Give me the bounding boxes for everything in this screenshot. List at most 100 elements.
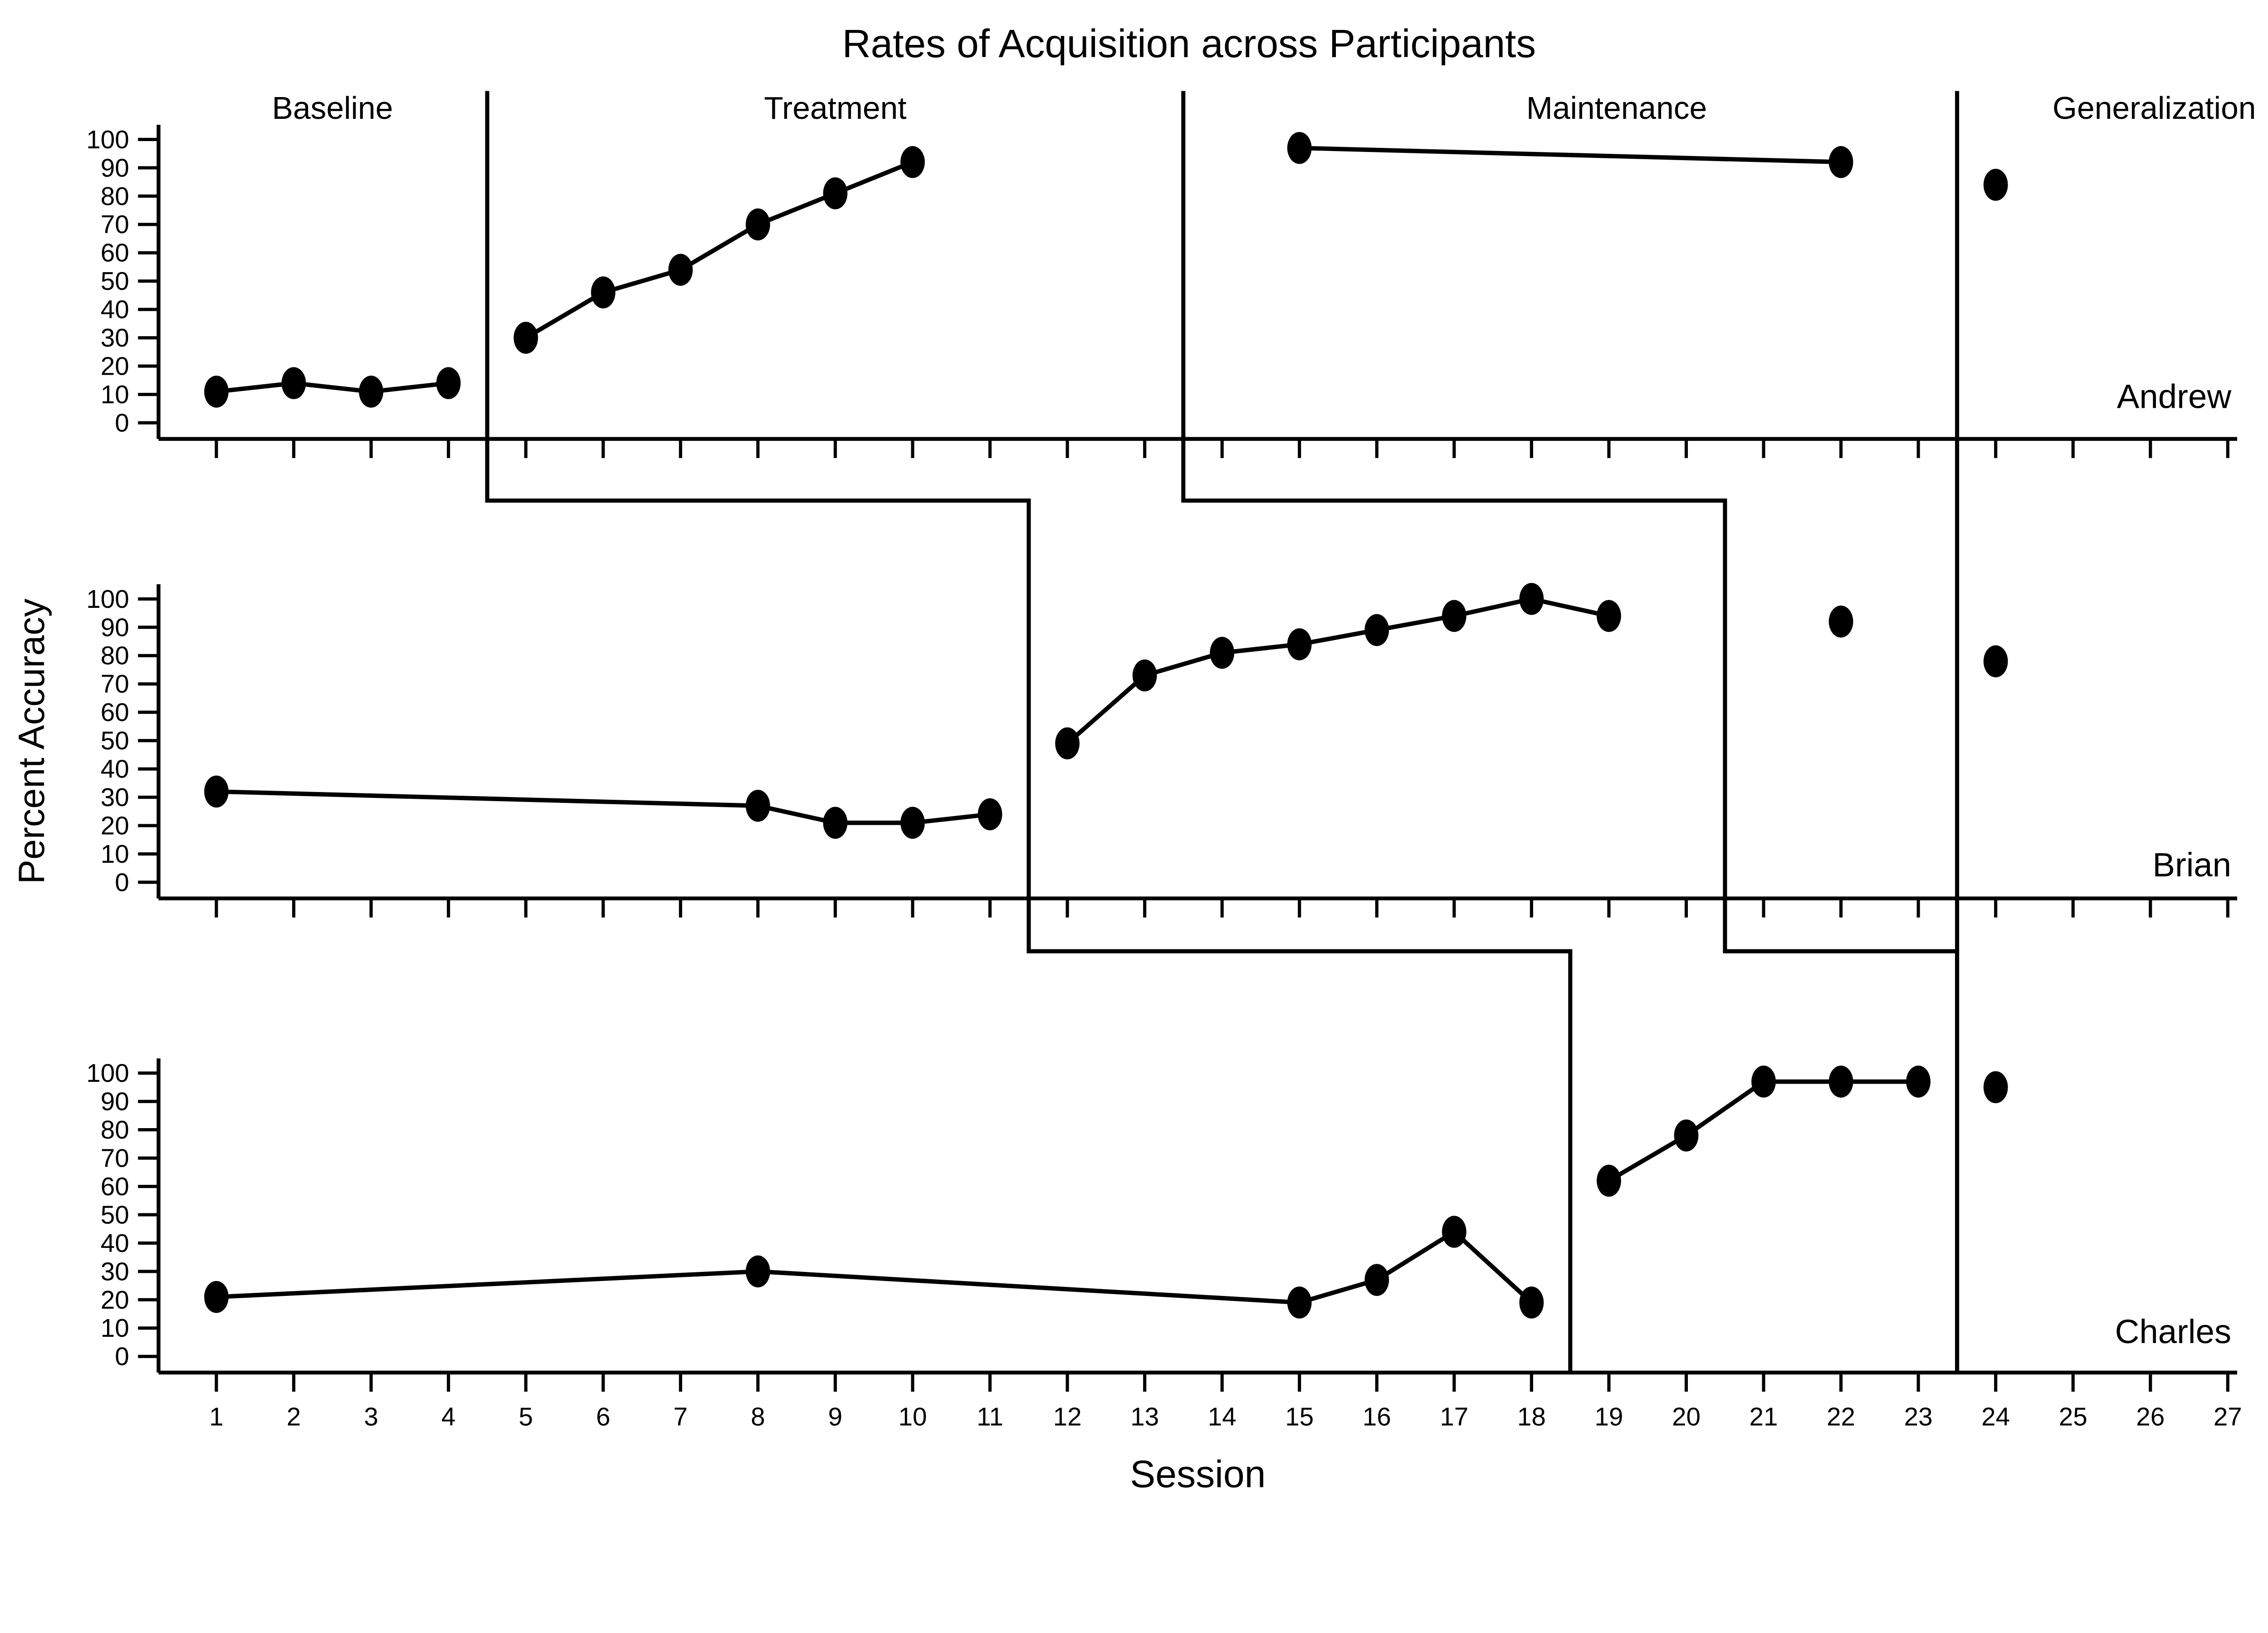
x-tick-label: 22	[1827, 1403, 1855, 1431]
data-point	[204, 376, 229, 408]
data-line-maintenance	[1299, 146, 1841, 165]
y-tick-label: 90	[101, 1088, 129, 1116]
data-point	[823, 177, 848, 210]
chart-canvas: Rates of Acquisition across Participants…	[11, 21, 2256, 1496]
data-point	[281, 367, 306, 399]
x-tick-label: 27	[2214, 1403, 2242, 1431]
y-tick-label: 100	[86, 585, 129, 614]
phase-change-line-baseline-to-treatment	[485, 91, 1573, 1373]
x-tick-label: 16	[1363, 1403, 1391, 1431]
y-tick-label: 40	[101, 1229, 129, 1258]
phase-label-1: Treatment	[764, 90, 906, 126]
y-tick-label: 10	[101, 381, 129, 409]
x-tick-label: 24	[1981, 1403, 2010, 1431]
data-point	[1828, 146, 1853, 178]
data-point	[1906, 1066, 1931, 1098]
x-tick-label: 14	[1208, 1403, 1237, 1431]
data-point	[1828, 605, 1853, 638]
y-tick-label: 30	[101, 783, 129, 812]
x-tick-label: 21	[1750, 1403, 1778, 1431]
phase-label-2: Maintenance	[1526, 90, 1707, 126]
x-tick-label: 1	[209, 1403, 224, 1431]
data-line-baseline	[216, 789, 991, 825]
y-axis-title: Percent Accuracy	[11, 598, 52, 884]
data-point	[1132, 659, 1157, 692]
data-point	[1519, 1286, 1544, 1319]
x-tick-label: 10	[898, 1403, 927, 1431]
x-tick-label: 4	[441, 1403, 456, 1431]
y-tick-label: 40	[101, 296, 129, 324]
data-point	[359, 376, 383, 408]
data-line-baseline	[216, 1229, 1533, 1305]
phase-label-3: Generalization	[2053, 90, 2256, 126]
data-line-baseline	[216, 381, 449, 394]
x-tick-label: 25	[2059, 1403, 2087, 1431]
data-point	[436, 367, 461, 399]
data-point	[1597, 1164, 1621, 1197]
y-tick-label: 40	[101, 755, 129, 784]
x-tick-label: 20	[1672, 1403, 1701, 1431]
data-point	[900, 146, 925, 178]
x-tick-label: 2	[287, 1403, 301, 1431]
data-point	[1442, 600, 1466, 632]
data-point	[1287, 132, 1312, 164]
data-line-treatment	[1066, 596, 1609, 745]
y-tick-label: 20	[101, 1286, 129, 1315]
data-point	[900, 807, 925, 839]
y-tick-label: 60	[101, 1173, 129, 1201]
y-tick-label: 30	[101, 324, 129, 352]
x-tick-label: 7	[674, 1403, 688, 1431]
data-point	[513, 322, 538, 354]
y-tick-label: 100	[86, 126, 129, 154]
data-point	[1828, 1066, 1853, 1098]
x-tick-label: 3	[364, 1403, 378, 1431]
y-tick-label: 60	[101, 239, 129, 268]
data-point	[668, 254, 693, 286]
x-tick-label: 18	[1517, 1403, 1546, 1431]
data-point	[1751, 1066, 1776, 1098]
x-tick-label: 12	[1053, 1403, 1082, 1431]
y-tick-label: 60	[101, 699, 129, 727]
data-point	[1287, 628, 1312, 660]
data-point	[1983, 169, 2008, 201]
data-point	[1287, 1286, 1312, 1319]
x-tick-label: 13	[1130, 1403, 1159, 1431]
participant-label-charles: Charles	[2115, 1313, 2231, 1350]
x-tick-label: 5	[518, 1403, 533, 1431]
data-point	[591, 276, 616, 308]
participant-label-andrew: Andrew	[2117, 378, 2232, 416]
x-tick-label: 19	[1594, 1403, 1623, 1431]
y-tick-label: 100	[86, 1059, 129, 1088]
y-tick-label: 80	[101, 1116, 129, 1144]
x-tick-label: 8	[751, 1403, 765, 1431]
y-tick-label: 10	[101, 840, 129, 869]
y-tick-label: 10	[101, 1314, 129, 1343]
y-tick-label: 0	[115, 409, 129, 437]
data-point	[1983, 1071, 2008, 1104]
y-tick-label: 80	[101, 642, 129, 670]
phase-label-0: Baseline	[272, 90, 393, 126]
data-point	[1442, 1216, 1466, 1248]
y-tick-label: 80	[101, 182, 129, 211]
data-point	[746, 1255, 770, 1288]
y-tick-label: 90	[101, 613, 129, 642]
y-tick-label: 50	[101, 727, 129, 755]
data-point	[1364, 1264, 1389, 1296]
x-tick-label: 15	[1285, 1403, 1314, 1431]
data-point	[1055, 727, 1080, 760]
y-tick-label: 70	[101, 210, 129, 239]
chart-title: Rates of Acquisition across Participants	[842, 21, 1536, 66]
data-point	[823, 807, 848, 839]
data-point	[746, 208, 770, 241]
data-point	[204, 775, 229, 808]
x-tick-label: 6	[596, 1403, 611, 1431]
y-tick-label: 70	[101, 1144, 129, 1173]
data-point	[746, 790, 770, 822]
multiple-baseline-chart: Rates of Acquisition across Participants…	[11, 21, 2256, 1496]
y-tick-label: 0	[115, 1343, 129, 1371]
x-axis-title: Session	[1130, 1452, 1266, 1495]
data-point	[1519, 583, 1544, 615]
